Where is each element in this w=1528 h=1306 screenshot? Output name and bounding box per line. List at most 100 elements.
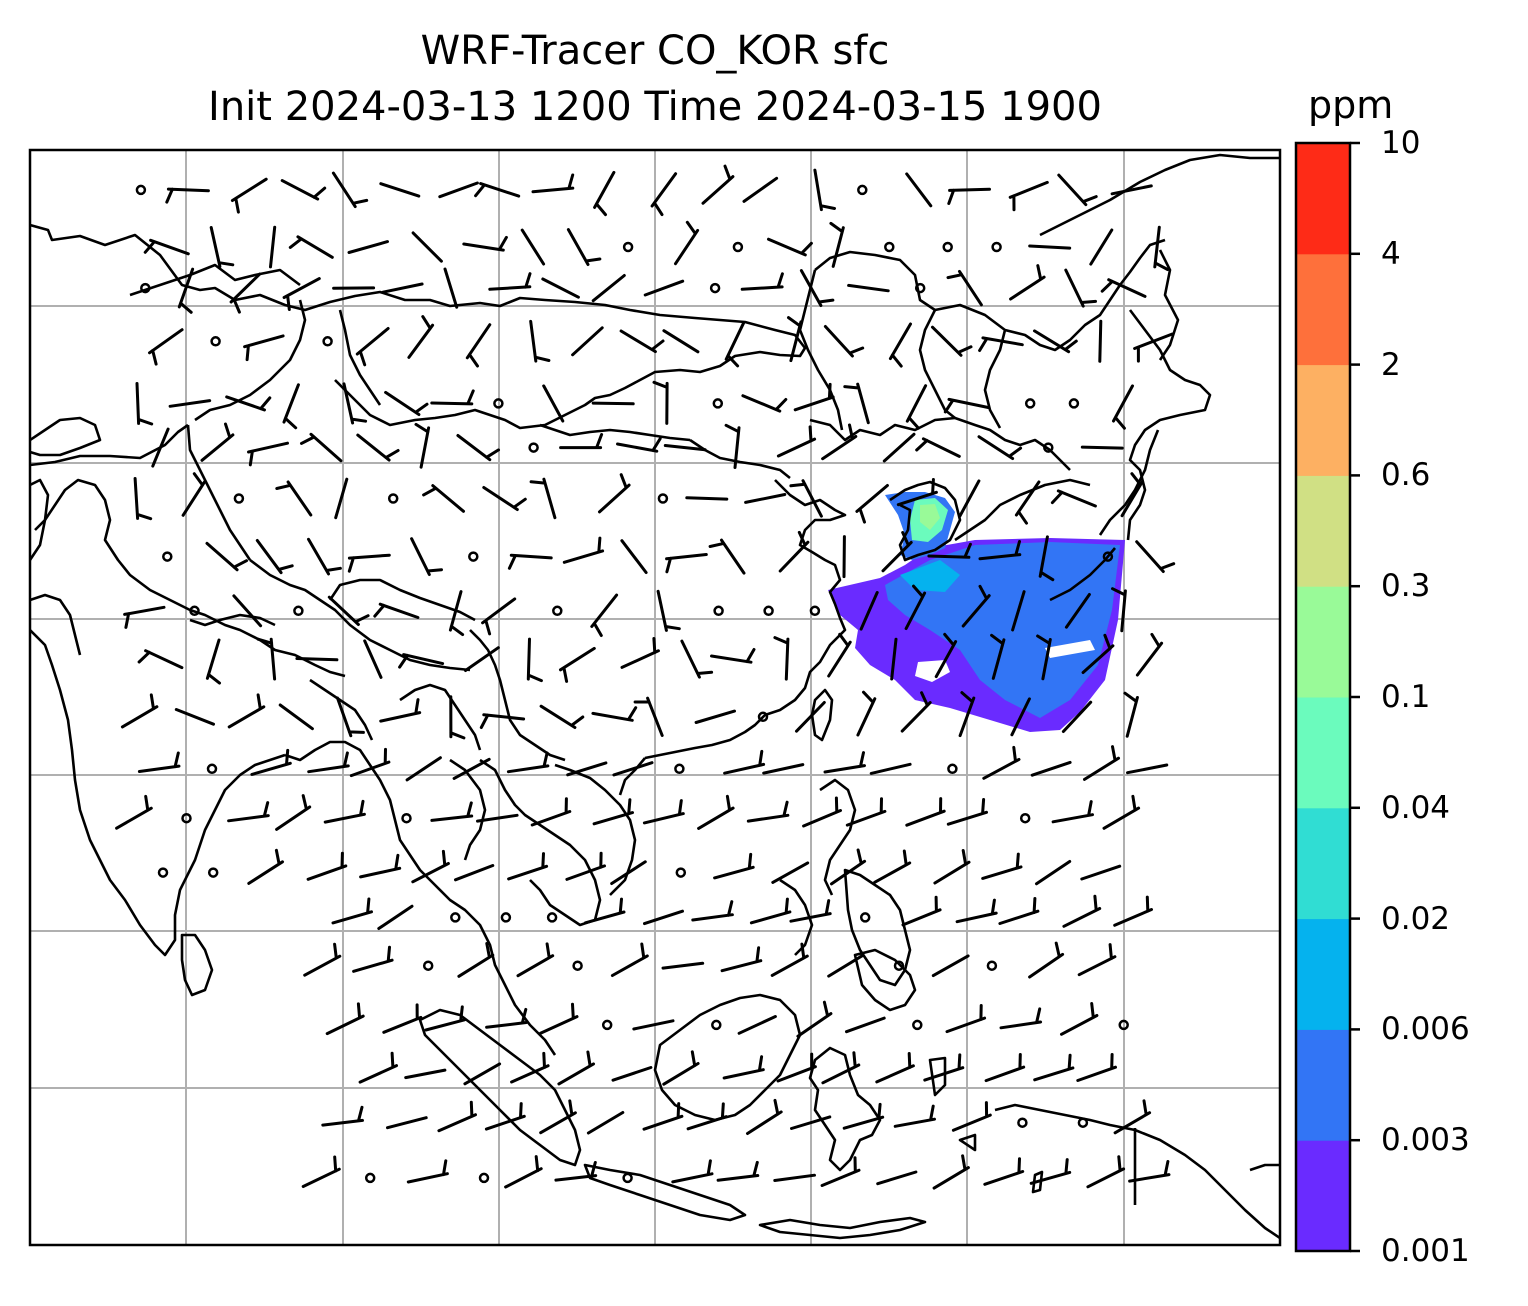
wind-barb xyxy=(923,1053,965,1082)
wind-barb xyxy=(559,433,604,450)
wind-barb xyxy=(855,484,889,524)
wind-barb xyxy=(1086,1155,1126,1189)
calm-marker xyxy=(210,336,221,347)
calm-marker xyxy=(1118,1019,1129,1031)
wind-barb xyxy=(951,1101,992,1132)
wind-barb xyxy=(586,1111,625,1135)
wind-barb xyxy=(209,226,235,269)
wind-barb xyxy=(1080,445,1124,450)
wind-barb xyxy=(947,187,991,205)
wind-barb xyxy=(946,798,988,826)
wind-barb xyxy=(662,329,700,354)
wind-barb xyxy=(205,638,221,685)
wind-barb xyxy=(671,1159,714,1184)
calm-marker xyxy=(1077,1117,1089,1128)
wind-barb xyxy=(767,237,813,257)
wind-barb xyxy=(476,813,519,823)
wind-barb xyxy=(896,478,938,507)
calm-marker xyxy=(809,605,821,617)
wind-barb xyxy=(619,329,665,354)
calm-marker xyxy=(674,763,685,775)
wind-barb xyxy=(598,473,631,514)
wind-barb xyxy=(1111,587,1127,633)
calm-marker xyxy=(233,493,245,504)
wind-barb xyxy=(531,173,575,194)
wind-barb xyxy=(255,539,294,575)
calm-marker xyxy=(207,867,219,878)
wind-barb xyxy=(232,594,263,628)
wind-barb xyxy=(352,945,394,973)
wind-barb xyxy=(795,701,826,733)
wind-barb xyxy=(746,1098,783,1135)
colorbar-tick-label: 0.003 xyxy=(1381,1122,1470,1159)
calm-marker xyxy=(622,1172,633,1184)
wind-barb xyxy=(133,477,153,521)
calm-marker xyxy=(493,398,504,409)
colorbar-tick-label: 0.1 xyxy=(1381,679,1431,715)
calm-marker xyxy=(711,1019,722,1031)
wind-barb xyxy=(358,1051,398,1084)
wind-barb xyxy=(591,401,635,406)
calm-marker xyxy=(1019,812,1031,824)
wind-barb xyxy=(961,584,991,628)
wind-barb xyxy=(610,942,649,977)
wind-barb xyxy=(1033,1053,1075,1082)
wind-barb xyxy=(1035,860,1072,886)
wind-barb xyxy=(520,228,546,266)
wind-barb xyxy=(1038,535,1055,582)
wind-barb xyxy=(526,637,543,683)
wind-barb xyxy=(438,181,479,199)
wind-barb xyxy=(278,703,314,731)
wind-barb xyxy=(983,1157,1025,1186)
colorbar-band xyxy=(1296,143,1350,255)
wind-barb xyxy=(484,1102,526,1131)
calm-marker xyxy=(552,605,563,617)
wind-barb xyxy=(584,897,626,925)
colorbar-band xyxy=(1296,918,1350,1030)
calm-marker xyxy=(657,493,669,504)
wind-barb xyxy=(269,225,277,269)
wind-barb xyxy=(773,636,790,681)
wind-barb xyxy=(177,267,195,314)
wind-barb xyxy=(701,164,735,205)
wind-barb xyxy=(571,326,604,357)
wind-barb xyxy=(256,637,277,681)
wind-barb xyxy=(773,1173,816,1182)
wind-barb xyxy=(120,693,159,729)
wind-barb xyxy=(225,395,272,412)
calm-marker xyxy=(572,960,583,971)
wind-barb xyxy=(762,763,805,775)
wind-barb xyxy=(842,1102,885,1130)
wind-barb xyxy=(1102,794,1141,830)
wind-barb xyxy=(945,1004,987,1034)
wind-barb xyxy=(708,538,746,575)
calm-wind-markers xyxy=(135,184,1129,1184)
wind-barb xyxy=(282,277,321,311)
wind-barb xyxy=(642,799,685,825)
wind-barb xyxy=(1083,745,1120,781)
wind-barb xyxy=(740,272,784,291)
wind-barb xyxy=(789,899,832,923)
wind-barb xyxy=(288,235,334,259)
wind-barb xyxy=(307,751,350,774)
wind-barb xyxy=(123,605,166,629)
map-frame xyxy=(28,148,1282,1247)
wind-barb xyxy=(530,797,572,827)
wind-barb xyxy=(978,540,1022,561)
colorbar-band xyxy=(1296,1140,1350,1252)
wind-barb xyxy=(465,323,492,368)
wind-barb xyxy=(381,282,424,294)
wind-barb xyxy=(1112,384,1134,430)
wind-barb xyxy=(978,336,1024,352)
colorbar-band xyxy=(1296,475,1350,587)
colorbar-tick-label: 0.001 xyxy=(1381,1233,1470,1269)
wind-barb xyxy=(404,1068,447,1080)
wind-barb xyxy=(661,961,705,970)
wind-barb xyxy=(566,228,602,266)
wind-barb xyxy=(510,1051,550,1084)
wind-barb xyxy=(363,639,383,679)
calm-marker xyxy=(893,960,905,971)
wind-barb xyxy=(422,484,465,513)
wind-barb xyxy=(934,632,958,679)
